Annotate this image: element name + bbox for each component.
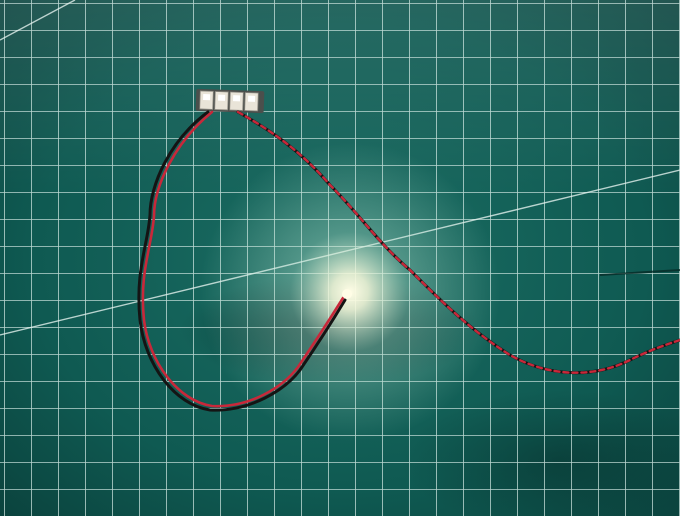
right-twisted-wire [236,110,680,375]
connector-strip [195,88,265,114]
left-wire-loop [137,110,347,412]
led [342,289,352,299]
